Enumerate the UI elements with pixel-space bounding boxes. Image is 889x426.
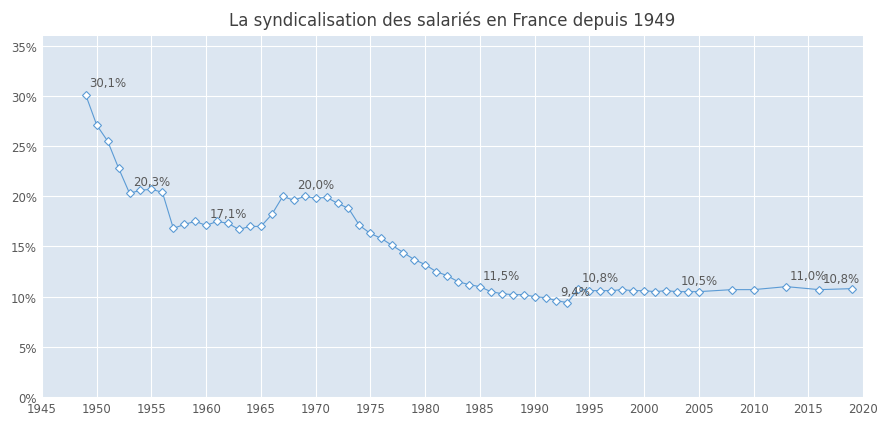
Text: 10,8%: 10,8% (581, 271, 619, 284)
Text: 10,8%: 10,8% (822, 272, 860, 285)
Text: 9,4%: 9,4% (560, 285, 589, 298)
Text: 11,0%: 11,0% (789, 269, 827, 282)
Text: 30,1%: 30,1% (89, 77, 126, 90)
Text: 10,5%: 10,5% (680, 274, 717, 287)
Text: 20,3%: 20,3% (132, 176, 170, 189)
Title: La syndicalisation des salariés en France depuis 1949: La syndicalisation des salariés en Franc… (229, 11, 676, 29)
Text: 17,1%: 17,1% (210, 208, 247, 221)
Text: 20,0%: 20,0% (297, 179, 334, 192)
Text: 11,5%: 11,5% (483, 269, 520, 282)
